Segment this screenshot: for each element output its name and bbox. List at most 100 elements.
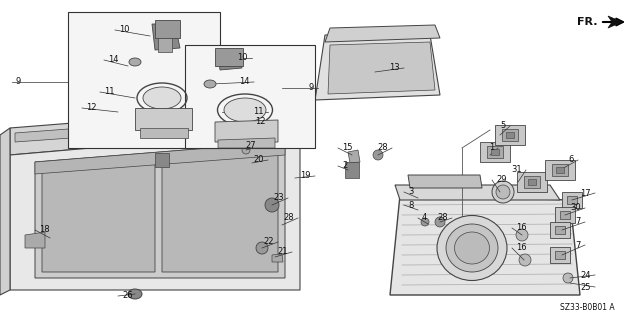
Polygon shape [15, 112, 295, 142]
Text: 18: 18 [39, 226, 50, 234]
Ellipse shape [435, 217, 445, 227]
Bar [552, 164, 568, 176]
Text: 11: 11 [253, 108, 264, 116]
Text: 4: 4 [422, 213, 428, 222]
Bar [215, 48, 243, 66]
Text: FR.: FR. [577, 17, 598, 27]
Text: 17: 17 [580, 189, 591, 197]
Ellipse shape [496, 185, 510, 199]
Polygon shape [10, 130, 300, 290]
Text: 19: 19 [301, 172, 311, 181]
Bar [524, 176, 540, 188]
Bar [345, 162, 359, 178]
Polygon shape [218, 138, 275, 148]
Text: 3: 3 [408, 188, 413, 197]
Text: 15: 15 [342, 144, 353, 152]
Ellipse shape [128, 289, 142, 299]
Polygon shape [272, 254, 283, 262]
Text: 5: 5 [500, 122, 506, 130]
Ellipse shape [563, 273, 573, 283]
Polygon shape [135, 108, 192, 130]
Polygon shape [42, 158, 155, 272]
Ellipse shape [143, 87, 181, 109]
Polygon shape [348, 150, 360, 163]
Text: 8: 8 [408, 201, 413, 210]
Text: 26: 26 [122, 292, 132, 300]
Polygon shape [162, 150, 278, 272]
Polygon shape [328, 42, 435, 94]
Ellipse shape [519, 254, 531, 266]
Text: 24: 24 [580, 271, 591, 279]
Bar [545, 160, 575, 180]
Bar [495, 125, 525, 145]
Ellipse shape [446, 224, 498, 272]
Text: 25: 25 [580, 283, 591, 292]
Ellipse shape [265, 198, 279, 212]
Bar [550, 247, 570, 263]
Text: 21: 21 [278, 248, 288, 256]
Polygon shape [218, 50, 242, 70]
Text: 11: 11 [104, 87, 115, 97]
Text: 9: 9 [16, 78, 21, 86]
Text: 16: 16 [516, 224, 527, 233]
Bar [562, 192, 582, 208]
Ellipse shape [437, 216, 507, 280]
Polygon shape [390, 195, 580, 295]
Ellipse shape [492, 181, 514, 203]
Text: 22: 22 [264, 238, 274, 247]
Text: 2: 2 [342, 161, 348, 170]
Bar [555, 226, 565, 234]
Text: 13: 13 [389, 63, 400, 72]
Bar [550, 222, 570, 238]
Text: 7: 7 [575, 218, 581, 226]
Bar [491, 149, 499, 155]
Bar [556, 167, 564, 173]
Polygon shape [0, 128, 10, 295]
Text: 10: 10 [237, 54, 248, 63]
Text: SZ33-B0B01 A: SZ33-B0B01 A [560, 303, 614, 313]
Polygon shape [315, 35, 440, 100]
Bar [555, 251, 565, 259]
Text: 6: 6 [568, 155, 574, 165]
Ellipse shape [204, 80, 216, 88]
Polygon shape [608, 16, 622, 28]
Bar [155, 153, 169, 167]
Polygon shape [10, 105, 300, 155]
Polygon shape [140, 128, 188, 138]
Text: 23: 23 [273, 194, 284, 203]
Bar [567, 196, 577, 204]
Ellipse shape [242, 146, 250, 154]
Ellipse shape [421, 218, 429, 226]
Text: 14: 14 [108, 56, 118, 64]
Text: 30: 30 [570, 204, 581, 212]
Text: 28: 28 [378, 144, 388, 152]
Bar [528, 179, 536, 185]
Ellipse shape [129, 58, 141, 66]
Polygon shape [35, 142, 285, 174]
Text: 29: 29 [496, 175, 506, 184]
Text: 10: 10 [119, 26, 129, 34]
Polygon shape [152, 24, 180, 50]
Text: 14: 14 [239, 78, 250, 86]
Ellipse shape [437, 217, 443, 223]
Text: 12: 12 [255, 117, 266, 127]
Text: 28: 28 [437, 213, 448, 222]
Bar [555, 207, 575, 223]
Polygon shape [395, 185, 560, 200]
Ellipse shape [373, 150, 383, 160]
Text: 9: 9 [308, 84, 314, 93]
Text: 12: 12 [86, 103, 97, 113]
Text: 28: 28 [284, 213, 294, 222]
Ellipse shape [516, 229, 528, 241]
Text: 31: 31 [511, 166, 522, 174]
Ellipse shape [224, 98, 266, 122]
Bar [68, 12, 220, 148]
Ellipse shape [256, 242, 268, 254]
Ellipse shape [454, 232, 490, 264]
Bar [502, 129, 518, 141]
Bar [480, 142, 510, 162]
Polygon shape [215, 120, 278, 142]
Text: 27: 27 [245, 142, 256, 151]
Polygon shape [408, 175, 482, 188]
Text: 20: 20 [253, 155, 264, 165]
